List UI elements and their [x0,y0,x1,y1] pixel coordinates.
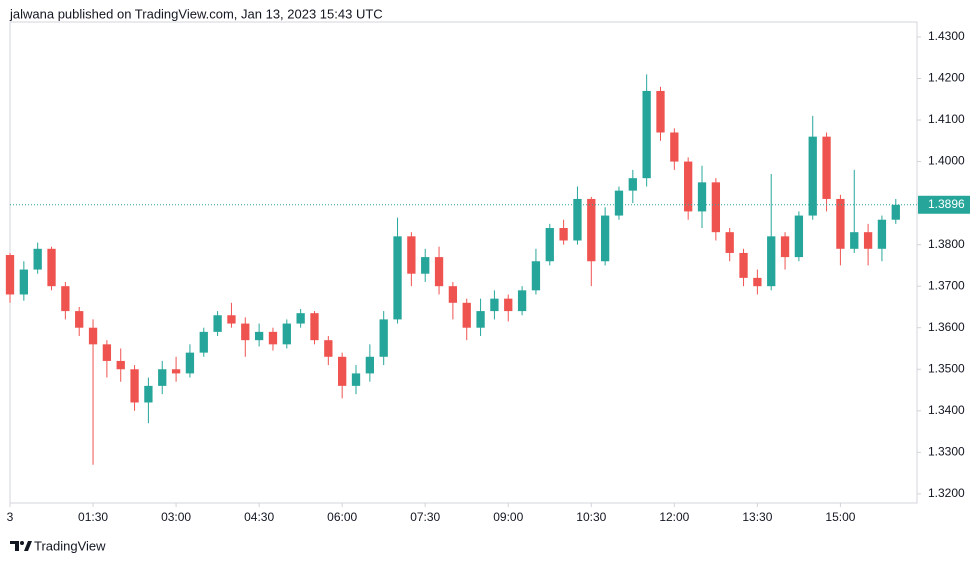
candle-body [600,215,610,262]
candle-body [684,161,693,212]
candle-body [490,298,499,312]
candle-body [324,340,333,357]
candle-body [877,219,887,249]
candle-body [5,255,15,295]
candle-body [476,311,485,328]
candle-body [794,215,804,258]
candle-body [836,198,845,249]
candle-body [462,302,471,328]
x-tick-label: 3 [7,510,14,524]
y-tick-label: 1.4100 [928,112,965,126]
x-tick-label: 06:00 [327,510,357,524]
candle-body [296,313,305,324]
candle-body [891,204,900,220]
candle-body [213,315,222,332]
candle-body [33,248,42,270]
x-tick-label: 01:30 [78,510,108,524]
candle-body [628,178,637,191]
candle-body [75,311,84,328]
x-tick-label: 12:00 [659,510,689,524]
candle-body [268,331,278,345]
candle-body [822,136,831,199]
footer: TradingView [34,538,106,553]
candle-body [379,319,388,357]
candle-body [739,252,748,278]
candle-body [850,232,859,249]
candle-body [365,356,374,374]
last-price-label: 1.3896 [928,197,965,211]
candle-body [185,352,195,374]
candle-body [531,261,541,291]
candle-body [171,369,181,374]
candle-body [338,356,347,386]
y-tick-label: 1.3500 [928,361,965,375]
x-tick-label: 04:30 [244,510,274,524]
candle-body [144,385,153,403]
candle-body [863,232,873,249]
y-tick-label: 1.3700 [928,278,965,292]
x-tick-label: 03:00 [161,510,191,524]
last-price-box [918,195,970,214]
x-tick-label: 15:00 [825,510,855,524]
y-tick-label: 1.3800 [928,237,965,251]
candle-body [573,198,582,241]
candle-body [780,236,790,258]
candle-body [642,90,651,179]
candle-body [753,277,762,287]
candle-body [504,298,513,312]
candle-body [227,315,236,324]
candle-body [587,198,596,262]
x-tick-label: 09:00 [493,510,523,524]
candle-body [656,90,665,133]
candle-body [158,369,167,386]
candle-body [282,323,291,345]
candle-body [697,182,707,212]
candle-body [448,286,458,303]
y-tick-label: 1.4000 [928,154,965,168]
candle-body [614,190,624,216]
candle-body [421,257,430,274]
x-tick-label: 13:30 [742,510,772,524]
candle-body [517,290,527,312]
candle-body [670,132,679,162]
candle-body [407,236,416,274]
candle-body [393,236,402,320]
candle-body [767,236,776,287]
candle-body [130,369,139,403]
y-tick-label: 1.4300 [928,29,965,43]
candle-body [47,248,56,287]
candle-body [88,327,98,345]
candle-body [725,232,734,253]
candle-body [254,331,264,341]
candle-body [434,257,444,287]
candle-body [116,360,125,370]
candle-body [351,373,361,386]
y-tick-label: 1.3400 [928,403,965,417]
y-tick-label: 1.3600 [928,320,965,334]
y-tick-label: 1.4200 [928,71,965,85]
candle-body [61,286,70,312]
candle-body [808,136,817,216]
candle-body [559,228,568,241]
candle-body [102,344,112,361]
header: jalwana published on TradingView.com, Ja… [9,6,383,21]
tv-logo [10,541,32,551]
candle-body [19,269,28,295]
candle-body [241,323,250,341]
candle-body [199,331,208,353]
y-tick-label: 1.3200 [928,486,965,500]
x-tick-label: 07:30 [410,510,440,524]
candle-body [310,313,319,341]
candle-body [711,182,721,233]
candle-body [545,228,554,262]
y-tick-label: 1.3300 [928,444,965,458]
x-tick-label: 10:30 [576,510,606,524]
